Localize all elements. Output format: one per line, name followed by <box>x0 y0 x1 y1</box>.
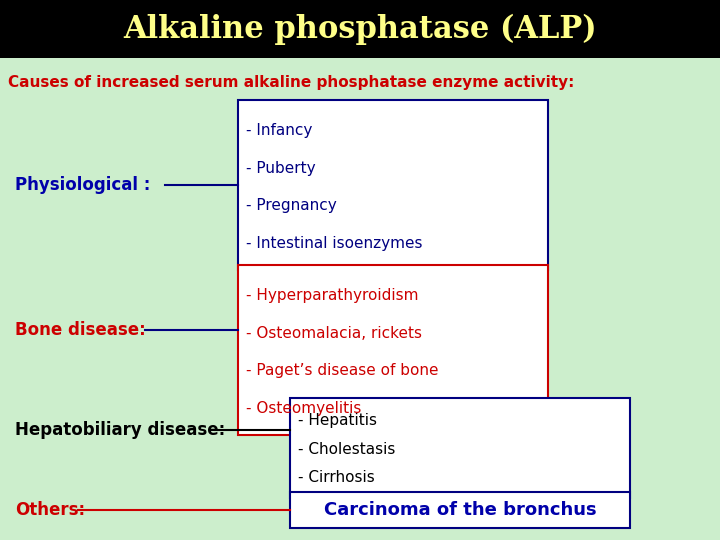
Text: Alkaline phosphatase (ALP): Alkaline phosphatase (ALP) <box>123 14 597 45</box>
Text: Others:: Others: <box>15 501 85 519</box>
Text: - Osteomalacia, rickets: - Osteomalacia, rickets <box>246 326 422 341</box>
Text: Causes of increased serum alkaline phosphatase enzyme activity:: Causes of increased serum alkaline phosp… <box>8 75 575 90</box>
FancyBboxPatch shape <box>238 100 548 270</box>
Text: Carcinoma of the bronchus: Carcinoma of the bronchus <box>324 501 596 519</box>
Text: Bone disease:: Bone disease: <box>15 321 145 339</box>
Text: - Intestinal isoenzymes: - Intestinal isoenzymes <box>246 236 423 251</box>
Text: - Hepatitis: - Hepatitis <box>298 413 377 428</box>
Text: - Cirrhosis: - Cirrhosis <box>298 470 374 485</box>
FancyBboxPatch shape <box>238 265 548 435</box>
Text: - Puberty: - Puberty <box>246 160 315 176</box>
Text: - Cholestasis: - Cholestasis <box>298 442 395 457</box>
Text: Hepatobiliary disease:: Hepatobiliary disease: <box>15 421 225 439</box>
FancyBboxPatch shape <box>290 398 630 498</box>
FancyBboxPatch shape <box>290 492 630 528</box>
Text: Physiological :: Physiological : <box>15 176 150 194</box>
FancyBboxPatch shape <box>0 0 720 58</box>
Text: - Paget’s disease of bone: - Paget’s disease of bone <box>246 363 438 379</box>
Text: - Infancy: - Infancy <box>246 123 312 138</box>
Text: - Osteomyelitis: - Osteomyelitis <box>246 401 361 416</box>
Text: - Pregnancy: - Pregnancy <box>246 198 337 213</box>
Text: - Hyperparathyroidism: - Hyperparathyroidism <box>246 288 418 303</box>
